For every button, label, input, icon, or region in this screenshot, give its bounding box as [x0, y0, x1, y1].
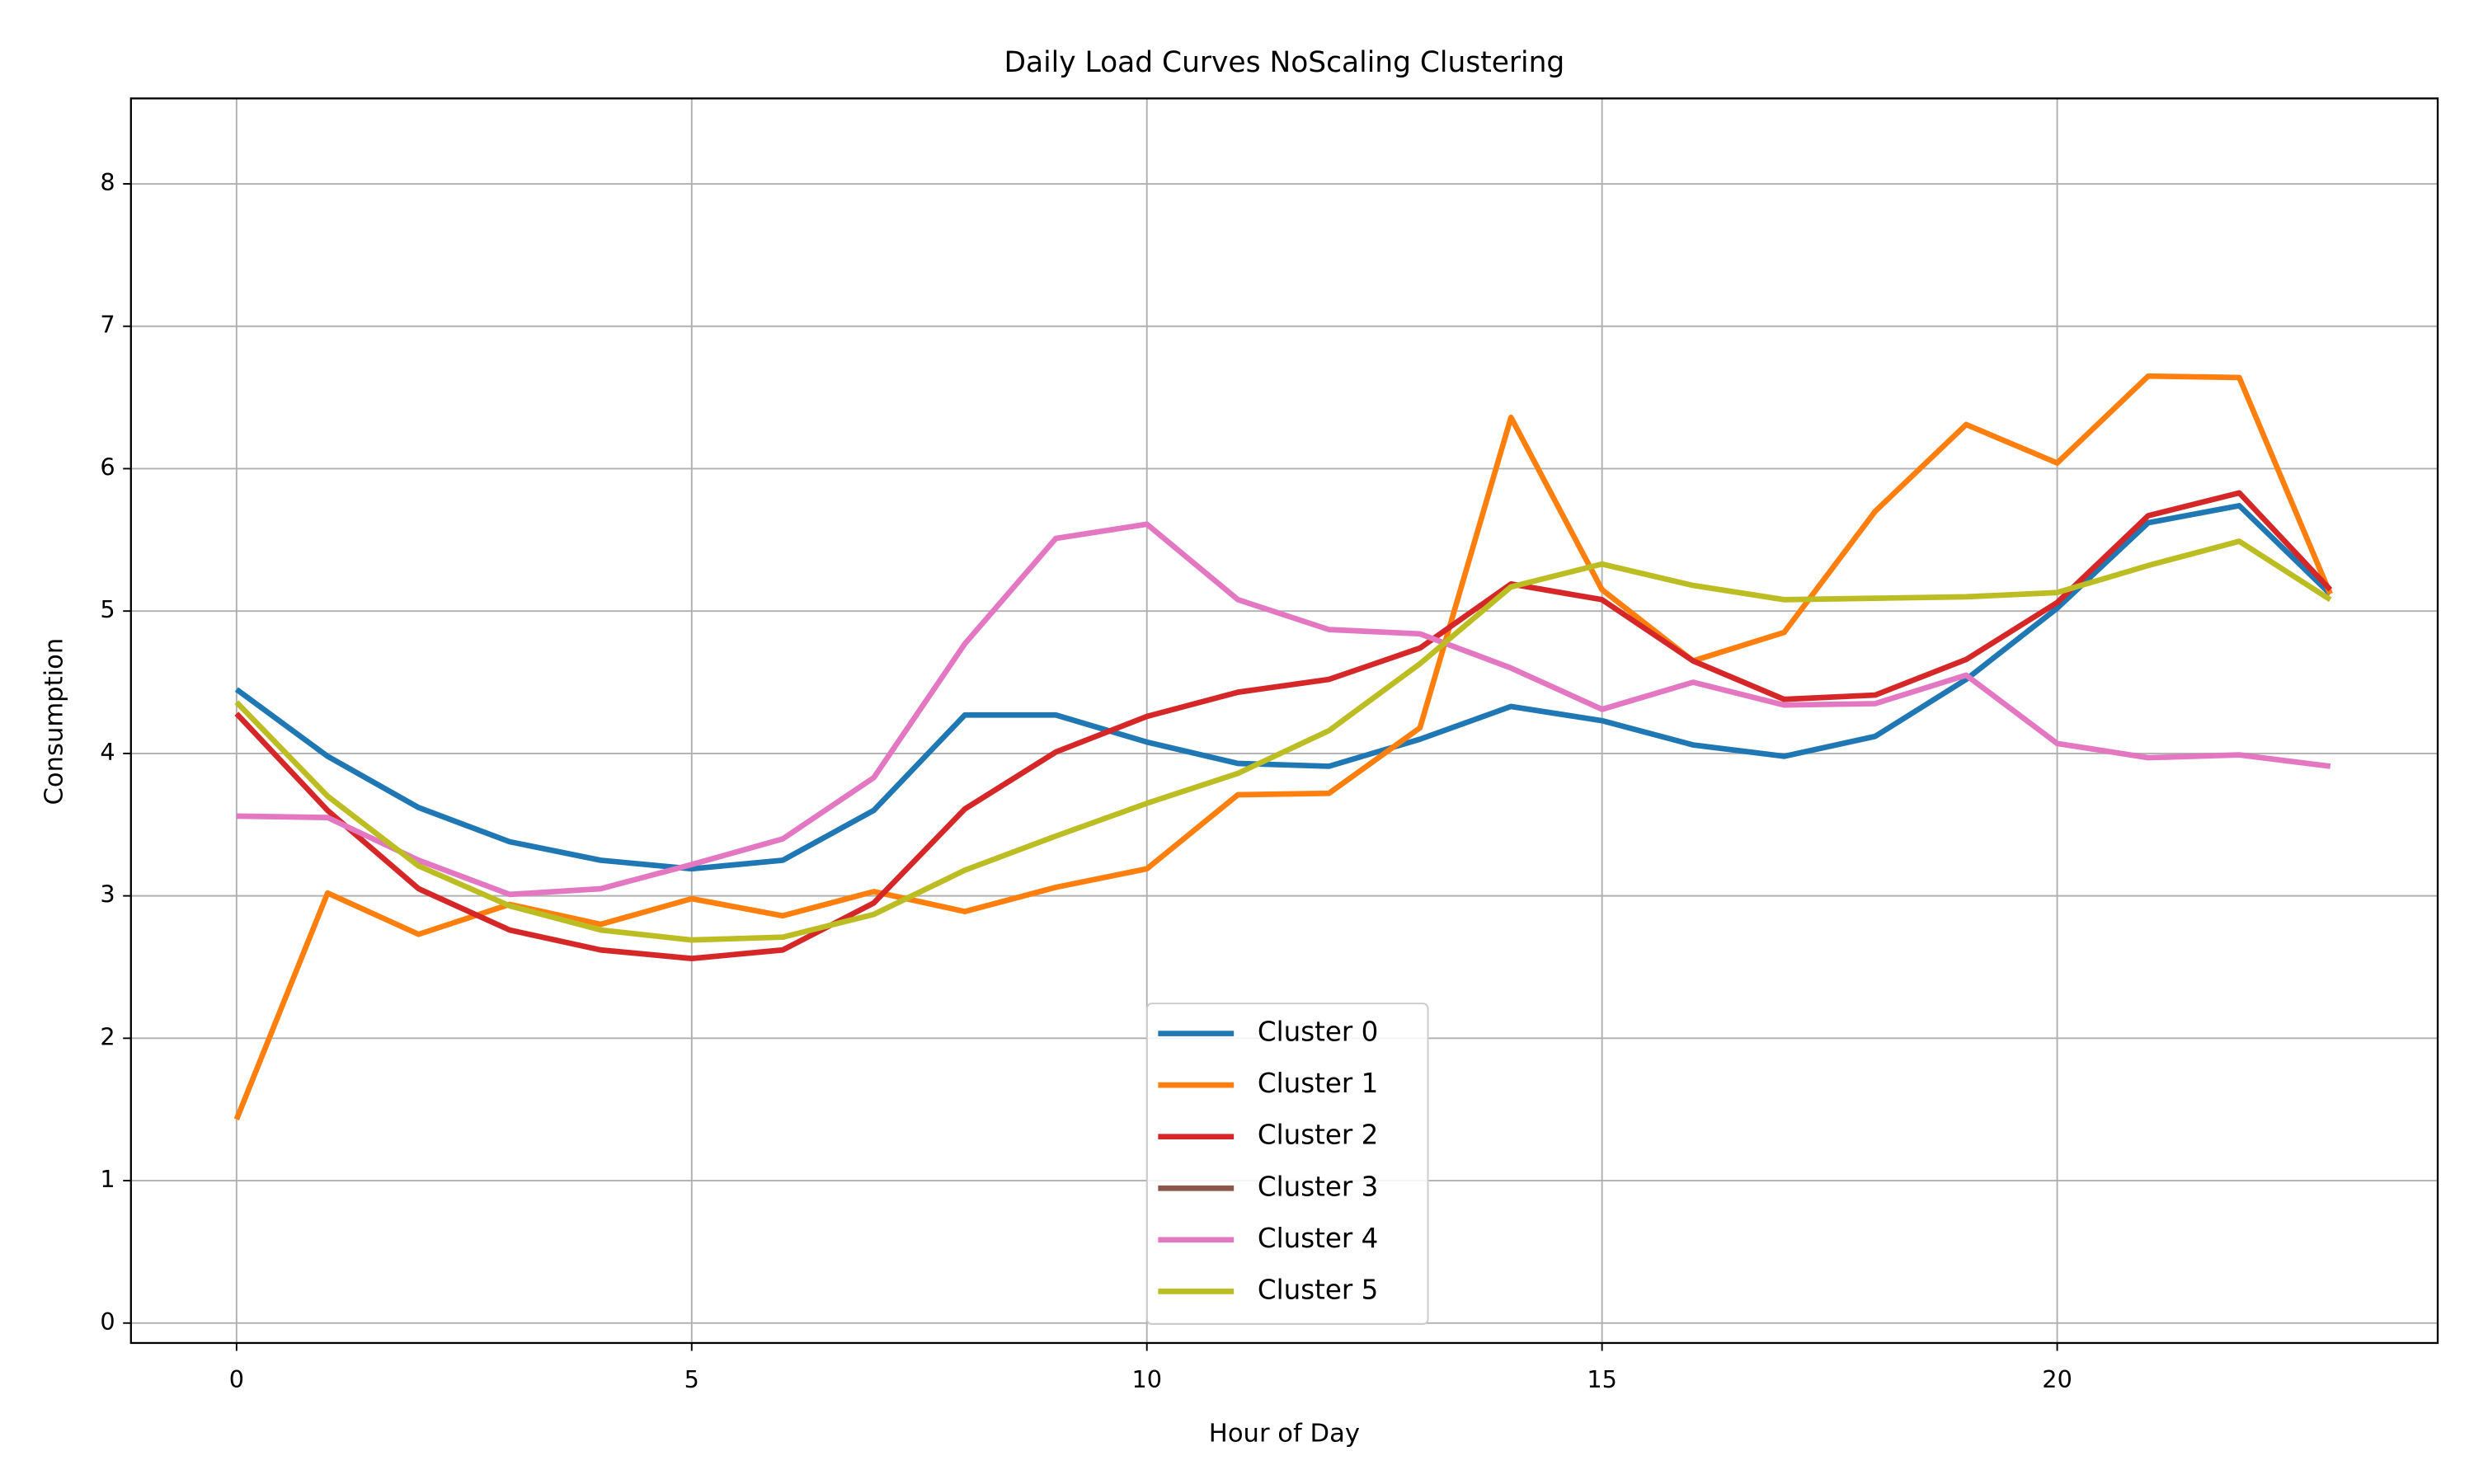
plot-frame [129, 97, 2439, 1345]
y-axis-label: Consumption [40, 638, 68, 805]
x-tick-label: 15 [1587, 1365, 1617, 1393]
series-line [233, 373, 2333, 1121]
y-tick-label: 8 [100, 168, 115, 196]
x-axis-label: Hour of Day [1209, 1419, 1360, 1448]
y-tick-label: 4 [100, 738, 115, 766]
series-line [234, 538, 2332, 943]
legend-label: Cluster 5 [1258, 1274, 1378, 1305]
y-tick-label: 1 [100, 1165, 115, 1193]
legend-label: Cluster 1 [1258, 1068, 1378, 1099]
y-tick-label: 2 [100, 1022, 115, 1050]
x-tick-label: 10 [1131, 1365, 1162, 1393]
series-line [236, 521, 2331, 898]
legend-label: Cluster 3 [1258, 1171, 1378, 1202]
legend-label: Cluster 0 [1258, 1017, 1378, 1048]
y-tick-label: 0 [100, 1308, 115, 1336]
y-tick-label: 6 [100, 453, 115, 481]
legend-label: Cluster 2 [1258, 1120, 1378, 1151]
legend: Cluster 0 Cluster 1 Cluster 2 Cluster 3 Clus… [1145, 1003, 1429, 1325]
x-tick-label: 5 [684, 1365, 699, 1393]
legend-label: Cluster 4 [1258, 1223, 1378, 1254]
y-tick-label: 3 [100, 881, 115, 909]
chart-title: Daily Load Curves NoScaling Clustering [1004, 46, 1564, 79]
series-line [234, 503, 2333, 872]
x-tick-label: 20 [2042, 1365, 2072, 1393]
x-tick-label: 0 [229, 1365, 244, 1393]
y-tick-label: 5 [100, 595, 115, 623]
series-line [234, 490, 2333, 961]
y-tick-label: 7 [100, 311, 115, 339]
